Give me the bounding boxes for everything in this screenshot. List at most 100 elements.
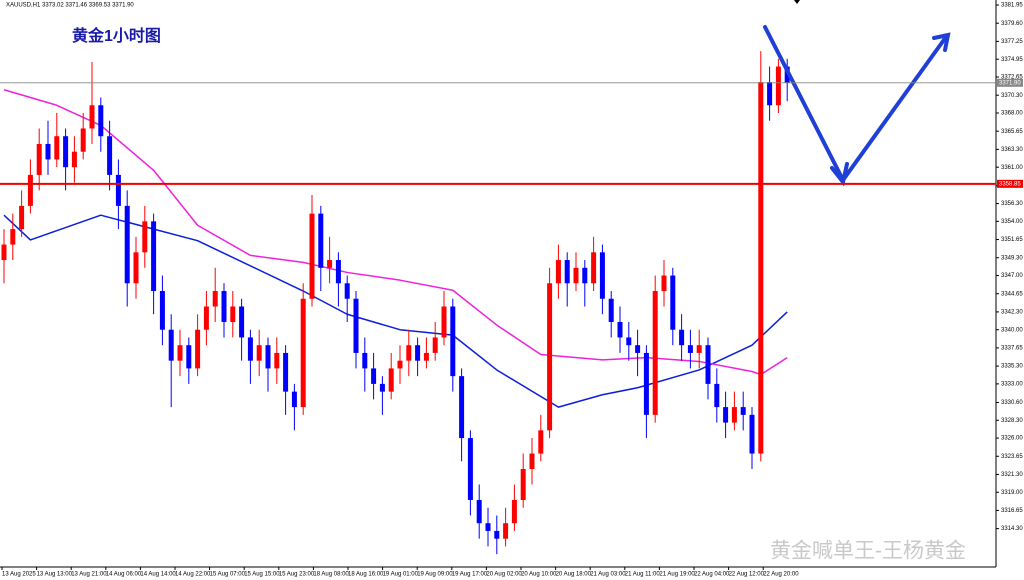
y-tick-label: 3377.25 (1001, 39, 1023, 45)
y-tick-label: 3361.00 (1001, 165, 1023, 171)
candle-body (353, 298, 359, 353)
candle-body (494, 530, 500, 539)
y-tick-label: 3340.00 (1001, 327, 1023, 333)
price-label-box (997, 78, 1023, 87)
candle-body (731, 407, 737, 423)
candle-body (239, 306, 245, 338)
y-tick-label: 3354.00 (1001, 219, 1023, 225)
candle-body (626, 337, 632, 346)
y-tick-label: 3347.00 (1001, 273, 1023, 279)
y-tick-label: 3328.30 (1001, 418, 1023, 424)
candle-body (203, 306, 209, 330)
candle-body (89, 105, 95, 129)
candle-body (714, 383, 720, 408)
candle-body (441, 306, 447, 338)
candle-body (124, 205, 130, 284)
x-tick-label: 21 Aug 19:00 (659, 572, 695, 578)
y-tick-label: 3323.65 (1001, 454, 1023, 460)
candle-body (687, 345, 693, 353)
y-tick-label: 3381.95 (1001, 3, 1023, 9)
candle-body (450, 306, 456, 377)
candle-body (643, 352, 649, 415)
y-tick-label: 3314.30 (1001, 526, 1023, 532)
candle-body (371, 368, 377, 384)
candle-body (318, 213, 324, 268)
candle-body (679, 329, 685, 346)
y-tick-label: 3351.65 (1001, 237, 1023, 243)
price-label: 3371.90 (999, 80, 1021, 86)
price-label-box (997, 179, 1023, 188)
x-tick-label: 18 Aug 08:00 (313, 572, 349, 578)
x-tick-label: 15 Aug 23:00 (279, 572, 315, 578)
candle-body (397, 360, 403, 369)
y-tick-label: 3330.60 (1001, 400, 1023, 406)
y-tick-label: 3363.30 (1001, 147, 1023, 153)
candle-body (71, 151, 77, 168)
x-tick-label: 21 Aug 03:00 (590, 572, 626, 578)
candle-body (256, 345, 262, 361)
candle-body (511, 499, 517, 524)
y-tick-label: 3368.00 (1001, 111, 1023, 117)
candle-body (195, 329, 201, 369)
x-tick-label: 19 Aug 17:00 (452, 572, 488, 578)
x-tick-label: 14 Aug 22:00 (175, 572, 211, 578)
y-tick-label: 3365.65 (1001, 129, 1023, 135)
candle-body (362, 352, 368, 369)
candle-body (133, 252, 139, 284)
y-tick-label: 3319.00 (1001, 490, 1023, 496)
candle-body (564, 260, 570, 284)
candle-body (749, 414, 755, 454)
candle-body (723, 407, 729, 423)
candle-body (186, 345, 192, 369)
candle-body (36, 143, 42, 175)
y-tick-label: 3349.30 (1001, 255, 1023, 261)
candle-body (159, 291, 165, 330)
shift-marker (794, 0, 800, 4)
candle-body (696, 345, 702, 353)
candle-body (54, 136, 60, 160)
candle-body (212, 291, 218, 307)
candle-body (705, 345, 711, 384)
candle-body (670, 275, 676, 330)
candle-body (168, 329, 174, 361)
candle-body (80, 128, 86, 152)
x-tick-label: 14 Aug 14:00 (140, 572, 176, 578)
y-tick-label: 3370.30 (1001, 93, 1023, 99)
candle-body (63, 136, 69, 168)
candle-body (485, 523, 491, 531)
candle-body (151, 221, 157, 292)
candle-body (740, 407, 746, 415)
x-tick-label: 20 Aug 10:00 (521, 572, 557, 578)
y-tick-label: 3316.65 (1001, 508, 1023, 514)
y-tick-label: 3374.95 (1001, 57, 1023, 63)
candle-body (529, 453, 535, 470)
candle-body (599, 252, 605, 299)
candle-body (591, 252, 597, 284)
candle-body (107, 136, 113, 175)
candle-body (555, 260, 561, 284)
candle-body (432, 337, 438, 353)
candle-body (230, 306, 236, 322)
chart-title: 黄金1小时图 (72, 26, 161, 45)
candle-body (520, 469, 526, 500)
plot (1, 51, 790, 555)
x-tick-label: 13 Aug 13:00 (37, 572, 73, 578)
x-tick-label: 22 Aug 20:00 (763, 572, 799, 578)
candle-body (327, 260, 333, 268)
candle-body (300, 298, 306, 408)
candle-body (547, 283, 553, 431)
x-tick-label: 19 Aug 01:00 (383, 572, 419, 578)
y-tick-label: 3344.65 (1001, 291, 1023, 297)
candle-body (388, 368, 394, 392)
y-tick-label: 3321.30 (1001, 472, 1023, 478)
y-tick-label: 3326.00 (1001, 436, 1023, 442)
y-tick-label: 3356.30 (1001, 201, 1023, 207)
candle-body (661, 275, 667, 292)
candle-body (98, 105, 104, 137)
candle-body (538, 430, 544, 454)
candle-body (608, 298, 614, 322)
candle-body (142, 221, 148, 253)
y-tick-label: 3335.30 (1001, 364, 1023, 370)
candle-body (10, 229, 16, 245)
candle-body (1, 244, 7, 261)
